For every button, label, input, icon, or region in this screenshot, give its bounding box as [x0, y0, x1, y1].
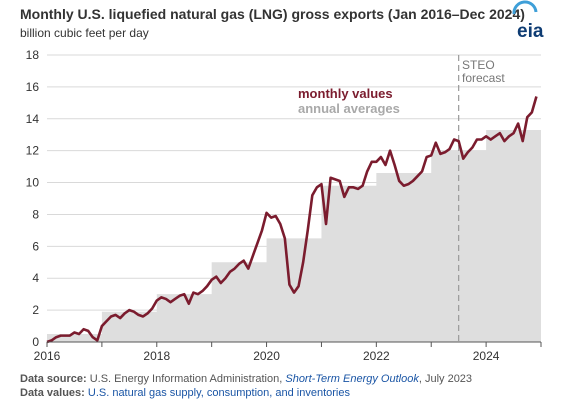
monthly-values-line	[46, 96, 538, 344]
legend-monthly-values: monthly values	[298, 86, 393, 101]
eia-logo: eia	[512, 0, 544, 42]
y-tick-label: 4	[32, 271, 39, 285]
y-tick-label: 6	[32, 239, 39, 253]
logo-text: eia	[517, 21, 544, 42]
footer-source: Data source: U.S. Energy Information Adm…	[20, 373, 472, 385]
x-tick-label: 2024	[473, 349, 500, 363]
chart-title: Monthly U.S. liquefied natural gas (LNG)…	[20, 6, 525, 22]
y-tick-label: 8	[32, 207, 39, 221]
x-tick-label: 2018	[143, 349, 170, 363]
y-tick-label: 18	[26, 48, 40, 62]
source-label: Data source:	[20, 373, 87, 385]
chart-subtitle: billion cubic feet per day	[20, 26, 149, 40]
monthly-values-polyline	[46, 96, 538, 344]
y-tick-label: 0	[32, 335, 39, 349]
footer-values: Data values: U.S. natural gas supply, co…	[20, 387, 350, 399]
values-link[interactable]: U.S. natural gas supply, consumption, an…	[87, 387, 350, 399]
x-tick-label: 2020	[253, 349, 280, 363]
y-tick-label: 14	[26, 112, 40, 126]
values-label: Data values:	[20, 387, 85, 399]
x-tick-label: 2022	[363, 349, 390, 363]
source-link[interactable]: Short-Term Energy Outlook	[285, 373, 419, 385]
y-tick-label: 12	[26, 144, 40, 158]
y-tick-label: 16	[26, 80, 40, 94]
axes: 0 2 4 6 8 10 12 14 16 18 2016 2018 2020 2022 2024	[26, 48, 542, 363]
annual-averages-area	[47, 129, 541, 342]
source-text: U.S. Energy Information Administration,	[89, 373, 283, 385]
forecast-label-forecast: forecast	[462, 71, 505, 85]
logo-arc-icon	[512, 0, 538, 15]
y-tick-label: 2	[32, 303, 39, 317]
source-date: , July 2023	[418, 373, 473, 385]
y-tick-label: 10	[26, 176, 40, 190]
annual-averages-step	[47, 129, 541, 342]
forecast-label-steo: STEO	[462, 58, 495, 72]
legend-annual-averages: annual averages	[298, 101, 400, 116]
x-tick-label: 2016	[34, 349, 61, 363]
